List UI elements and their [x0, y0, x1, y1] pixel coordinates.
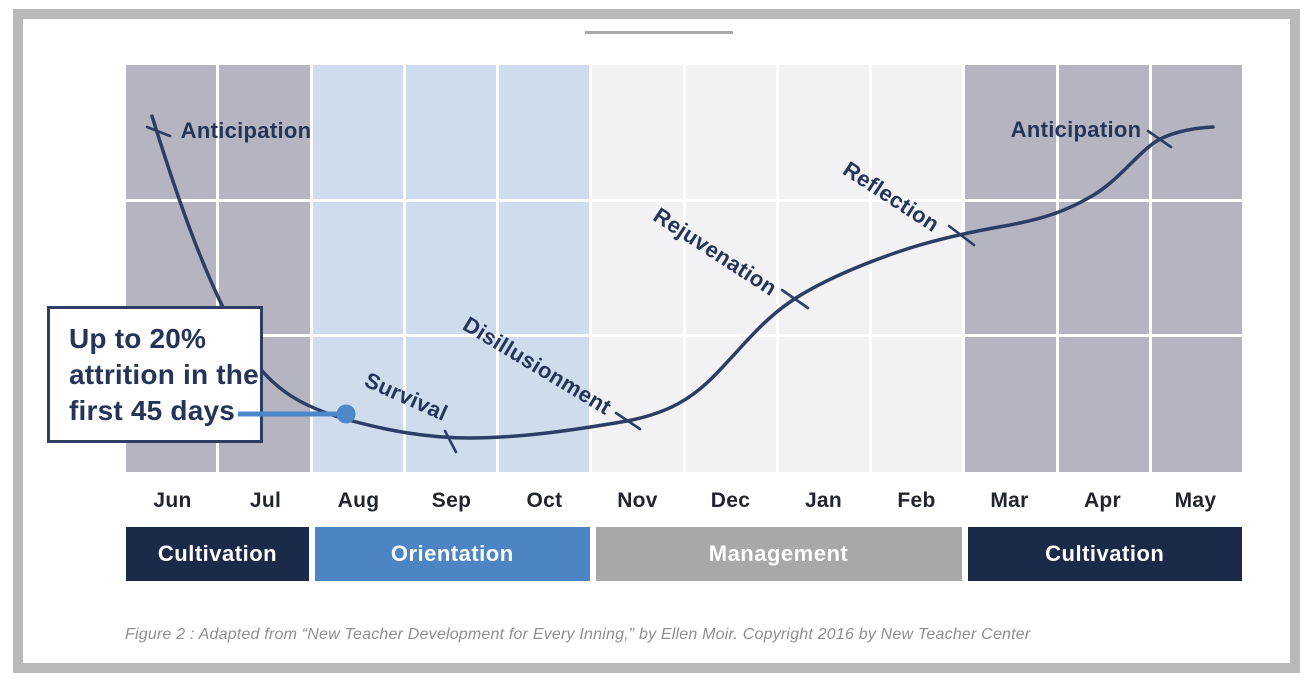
phase-segment-label: Orientation [390, 541, 514, 566]
horizontal-gridline-lower [126, 334, 1242, 337]
phase-segment-label: Management [708, 541, 849, 566]
figure-caption: Figure 2 : Adapted from “New Teacher Dev… [125, 626, 1031, 643]
callout-line-1: Up to 20% [69, 323, 207, 354]
band-cell-feb [872, 65, 963, 472]
horizontal-gridline-upper [126, 199, 1242, 202]
month-axis: Jun Jul Aug Sep Oct Nov Dec Jan Feb Mar … [126, 489, 1242, 513]
month-label-may: May [1174, 489, 1217, 512]
phase-segment-management: Management [595, 527, 962, 581]
phase-segment-label: Cultivation [157, 541, 278, 566]
band-cell-aug [312, 65, 403, 472]
month-label-jan: Jan [804, 489, 843, 512]
curve-label-anticipation-end: Anticipation [1010, 117, 1142, 142]
band-cell-may [1151, 65, 1242, 472]
phase-bar: Cultivation Orientation Management Culti… [126, 527, 1242, 581]
band-cell-jan [778, 65, 869, 472]
callout-line-2: attrition in the [69, 359, 259, 390]
top-divider-line [585, 31, 733, 34]
month-label-nov: Nov [617, 489, 658, 512]
curve-label-anticipation-start: Anticipation [180, 118, 312, 143]
phase-segment-orientation: Orientation [315, 527, 590, 581]
phase-segment-cultivation-2: Cultivation [967, 527, 1242, 581]
band-cell-oct [499, 65, 590, 472]
month-label-apr: Apr [1083, 489, 1122, 512]
phase-segment-cultivation-1: Cultivation [126, 527, 309, 581]
attrition-callout: Up to 20% attrition in the first 45 days [47, 306, 263, 443]
phase-segment-label: Cultivation [1045, 541, 1165, 566]
month-label-oct: Oct [526, 489, 563, 512]
month-label-feb: Feb [897, 489, 936, 512]
month-label-jul: Jul [249, 489, 282, 512]
callout-line-3: first 45 days [69, 395, 236, 426]
month-label-sep: Sep [431, 489, 472, 512]
month-label-aug: Aug [337, 489, 380, 512]
month-label-mar: Mar [990, 489, 1029, 512]
month-label-dec: Dec [710, 489, 751, 512]
month-label-jun: Jun [153, 489, 192, 512]
